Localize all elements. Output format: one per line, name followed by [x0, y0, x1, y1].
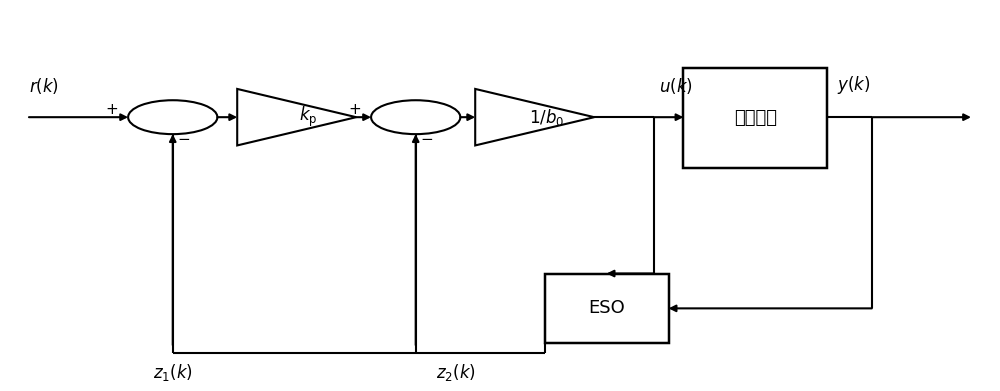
Text: $k_{\mathrm{p}}$: $k_{\mathrm{p}}$: [299, 105, 318, 129]
Text: 被控对象: 被控对象: [734, 109, 777, 127]
Text: −: −: [421, 132, 433, 147]
Bar: [545, 274, 669, 343]
Bar: [683, 68, 827, 168]
Text: $1/b_0$: $1/b_0$: [529, 107, 564, 128]
Text: $u(k)$: $u(k)$: [659, 77, 692, 97]
Text: $z_1(k)$: $z_1(k)$: [153, 362, 193, 383]
Text: −: −: [178, 132, 190, 147]
Text: $z_2(k)$: $z_2(k)$: [436, 362, 475, 383]
Text: +: +: [348, 102, 361, 117]
Text: $y(k)$: $y(k)$: [837, 74, 871, 97]
Text: ESO: ESO: [588, 300, 625, 317]
Text: +: +: [105, 102, 118, 117]
Text: $r(k)$: $r(k)$: [29, 77, 59, 97]
